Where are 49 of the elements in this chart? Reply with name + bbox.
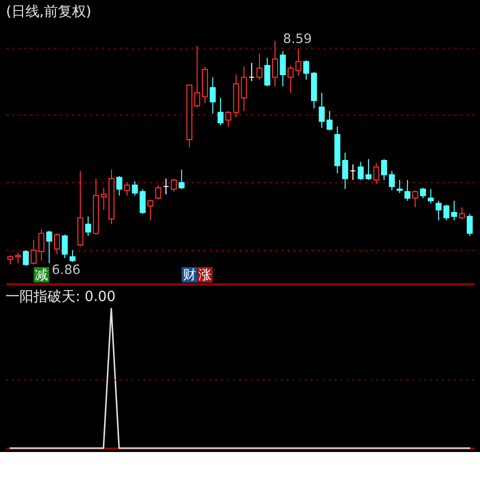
annotation: 6.86 (52, 262, 81, 278)
candlestick (256, 53, 262, 80)
candlestick (38, 228, 44, 262)
candlestick (264, 57, 270, 87)
text: 涨 (198, 268, 212, 283)
candlestick (404, 179, 410, 202)
chart-title: 一阳指破天: 0.00 (5, 288, 116, 305)
candlestick (280, 50, 286, 87)
candlestick (240, 66, 247, 112)
candlestick (412, 190, 418, 208)
candlestick (218, 98, 224, 126)
candlestick (466, 213, 473, 236)
candlestick (295, 48, 302, 76)
text: 财 (182, 268, 196, 283)
candlestick (210, 76, 216, 114)
text: 减 (34, 268, 48, 283)
candlestick (22, 250, 29, 266)
candlestick (396, 179, 403, 194)
candlestick (288, 64, 294, 94)
annotation: 8.59 (283, 32, 312, 47)
candlestick (116, 176, 122, 196)
candlestick (124, 182, 130, 196)
candlestick (458, 206, 465, 220)
candlestick (358, 161, 364, 180)
candlestick (30, 239, 37, 266)
candlestick (420, 187, 426, 199)
candlestick (7, 254, 14, 266)
chart-title: (日线,前复权) (6, 4, 92, 20)
candlestick (381, 158, 388, 180)
candlestick (350, 164, 356, 180)
candlestick (178, 169, 185, 190)
candlestick (436, 200, 442, 221)
candlestick (373, 162, 380, 184)
candlestick (15, 252, 22, 264)
candlestick (303, 60, 310, 80)
candlestick (155, 184, 162, 200)
candlestick (46, 230, 52, 264)
candlestick (85, 216, 92, 236)
candlestick (70, 250, 76, 262)
candlestick (62, 234, 68, 259)
candlestick (163, 178, 170, 195)
candlestick (54, 232, 60, 255)
candlestick (147, 198, 154, 221)
candlestick (272, 40, 278, 87)
candlestick (366, 158, 372, 180)
candlestick (388, 170, 395, 191)
candlestick (428, 188, 434, 204)
candlestick (248, 62, 255, 82)
candlestick (170, 178, 177, 192)
